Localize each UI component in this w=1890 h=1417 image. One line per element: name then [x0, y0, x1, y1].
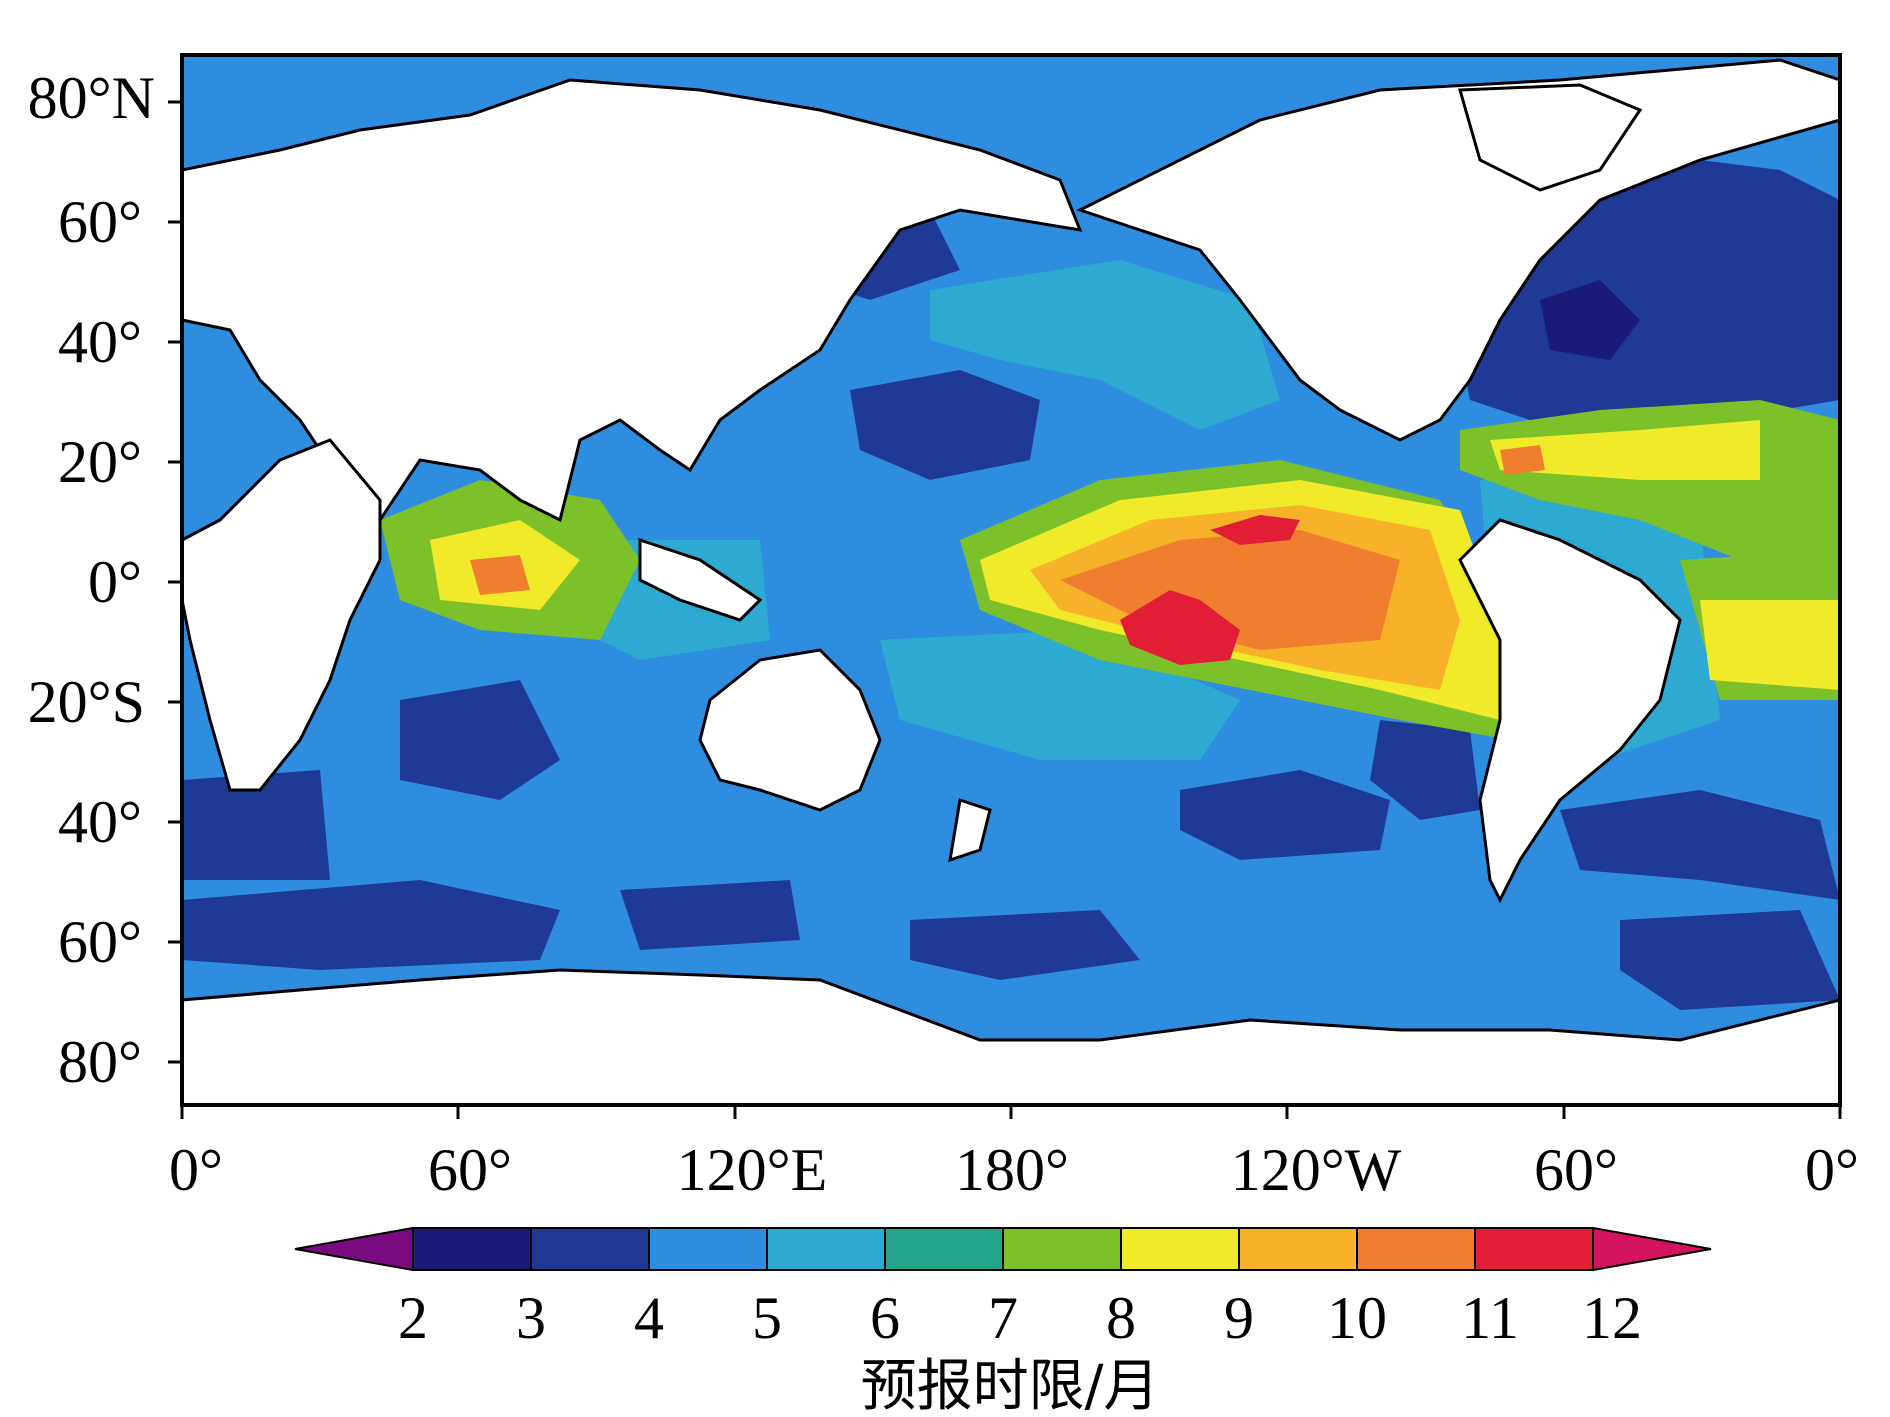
colorbar-label-9: 9: [1224, 1285, 1254, 1351]
el-nino-red-core-2: [1210, 515, 1300, 545]
lon-label-60e: 60°: [428, 1137, 512, 1203]
greenland-land: [1458, 83, 1643, 192]
lon-label-120w: 120°W: [1231, 1137, 1402, 1203]
colorbar-label-12: 12: [1582, 1285, 1642, 1351]
lon-label-120e: 120°E: [677, 1137, 828, 1203]
lon-label-0-left: 0°: [169, 1137, 223, 1203]
lat-label-60n: 60°: [58, 189, 142, 255]
atlantic-yellow: [1490, 420, 1760, 480]
colorbar-label-8: 8: [1106, 1285, 1136, 1351]
colorbar-label-3: 3: [516, 1285, 546, 1351]
lat-label-60s: 60°: [58, 909, 142, 975]
colorbar: [294, 1226, 1712, 1272]
colorbar-segment: [530, 1227, 650, 1271]
atlantic-orange: [1500, 445, 1545, 475]
southern-ocean-low-5: [1620, 910, 1840, 1010]
colorbar-segment: [1474, 1227, 1594, 1271]
south-pacific-low-1: [1180, 770, 1390, 860]
colorbar-extend-high: [1592, 1226, 1712, 1272]
lon-label-0-right: 0°: [1805, 1137, 1859, 1203]
southern-ocean-low-1: [182, 880, 560, 970]
land-masses: [182, 58, 1840, 1105]
colorbar-segment: [1120, 1227, 1240, 1271]
lat-label-0: 0°: [88, 549, 142, 615]
lat-label-40n: 40°: [58, 309, 142, 375]
south-pacific-low-2: [1370, 720, 1480, 820]
red-lead-regions: [1120, 515, 1300, 665]
colorbar-segment: [884, 1227, 1004, 1271]
lon-label-180: 180°: [955, 1137, 1069, 1203]
colorbar-segment: [412, 1227, 532, 1271]
south-america-land: [1458, 518, 1682, 904]
lat-label-20n: 20°: [58, 429, 142, 495]
latitude-axis: 80°N 60° 40° 20° 0° 20°S 40° 60° 80°: [28, 65, 182, 1095]
colorbar-title: 预报时限/月: [861, 1354, 1160, 1417]
lon-label-60w: 60°: [1534, 1137, 1618, 1203]
lat-label-80n: 80°N: [28, 65, 155, 131]
africa-land: [182, 438, 382, 792]
colorbar-extend-low: [294, 1226, 414, 1272]
indian-ocean-low: [400, 680, 560, 800]
colorbar-label-2: 2: [398, 1285, 428, 1351]
colorbar-label-5: 5: [752, 1285, 782, 1351]
indian-orange: [470, 555, 530, 595]
lat-label-40s: 40°: [58, 789, 142, 855]
longitude-axis: 0° 60° 120°E 180° 120°W 60° 0°: [169, 1105, 1859, 1203]
south-indian-low: [182, 770, 330, 880]
south-atlantic-yellow: [1700, 600, 1840, 690]
southern-ocean-low-3: [910, 910, 1140, 980]
southern-ocean-low-2: [620, 880, 800, 950]
colorbar-label-10: 10: [1327, 1285, 1387, 1351]
colorbar-segment: [766, 1227, 886, 1271]
colorbar-label-6: 6: [870, 1285, 900, 1351]
southern-ocean-low-4: [1560, 790, 1840, 900]
colorbar-label-7: 7: [988, 1285, 1018, 1351]
colorbar-segment: [1238, 1227, 1358, 1271]
lat-label-20s: 20°S: [28, 669, 145, 735]
lat-label-80s: 80°: [58, 1029, 142, 1095]
north-atlantic-core: [1540, 280, 1640, 360]
indonesia-islands: [638, 537, 763, 622]
north-america-land: [1076, 58, 1840, 442]
new-zealand-land: [948, 798, 992, 863]
colorbar-segment: [1356, 1227, 1476, 1271]
colorbar-segment: [1002, 1227, 1122, 1271]
map-panel: [182, 55, 1840, 1105]
colorbar-labels: 2 3 4 5 6 7 8 9 10 11 12: [398, 1285, 1642, 1351]
colorbar-label-11: 11: [1461, 1285, 1519, 1351]
north-pacific-teal: [930, 260, 1280, 430]
australia-land: [698, 648, 882, 812]
antarctica-land: [182, 968, 1840, 1105]
colorbar-label-4: 4: [634, 1285, 664, 1351]
el-nino-red-core-1: [1120, 590, 1240, 665]
west-pacific-low-region: [850, 370, 1040, 480]
colorbar-segment: [648, 1227, 768, 1271]
